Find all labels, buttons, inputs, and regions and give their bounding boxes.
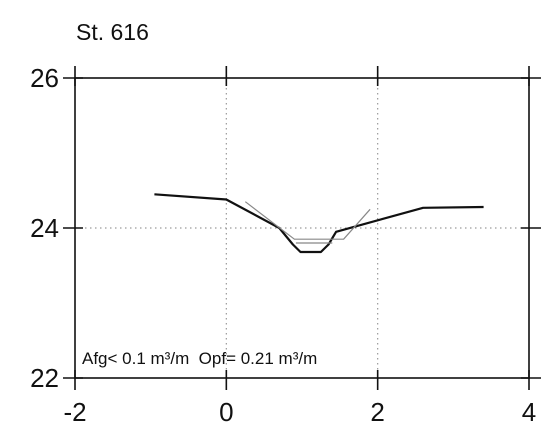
tick-marks bbox=[63, 66, 541, 390]
series-group bbox=[154, 193, 484, 254]
y-tick-label: 22 bbox=[30, 363, 59, 393]
volume-annotation: Afg< 0.1 m³/m Opf= 0.21 m³/m bbox=[82, 349, 317, 368]
y-tick-label: 24 bbox=[30, 213, 59, 243]
chart-title: St. 616 bbox=[76, 19, 149, 45]
reference-line bbox=[244, 201, 371, 240]
y-tick-label: 26 bbox=[30, 63, 59, 93]
grid-lines bbox=[75, 78, 529, 378]
x-tick-label: 4 bbox=[522, 397, 536, 427]
x-tick-label: 2 bbox=[370, 397, 384, 427]
x-tick-label: -2 bbox=[63, 397, 86, 427]
profile-line bbox=[154, 193, 484, 254]
x-tick-label: 0 bbox=[219, 397, 233, 427]
